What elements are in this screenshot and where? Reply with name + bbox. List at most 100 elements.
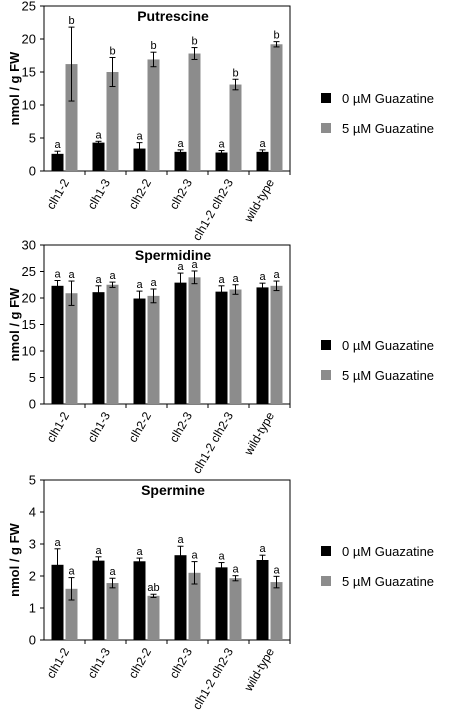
x-tick-label: clh2-2 — [126, 409, 155, 445]
significance-letter: a — [54, 269, 61, 281]
bar-control — [256, 151, 269, 171]
significance-letter: b — [232, 67, 238, 79]
bar-control — [215, 152, 228, 171]
y-tick-label: 0 — [29, 397, 36, 412]
significance-letter: b — [109, 45, 115, 57]
y-tick-label: 0 — [29, 633, 36, 648]
x-tick-label: clh1-2 — [44, 176, 73, 212]
plot-frame — [43, 479, 291, 641]
chart-title: Spermidine — [135, 247, 211, 263]
y-tick-label: 3 — [29, 537, 36, 552]
significance-letter: a — [273, 564, 280, 576]
significance-letter: a — [232, 273, 239, 285]
bar-control — [174, 151, 187, 171]
legend-entry: 5 µM Guazatine — [342, 574, 434, 589]
significance-letter: a — [95, 129, 102, 141]
y-tick-label: 15 — [22, 65, 36, 80]
plot-frame — [43, 244, 291, 405]
significance-letter: a — [191, 259, 198, 271]
significance-letter: a — [191, 550, 198, 562]
bar-control — [92, 560, 105, 640]
bar-treated — [65, 588, 78, 640]
y-tick-label: 20 — [22, 32, 36, 47]
significance-letter: a — [177, 534, 184, 546]
legend-swatch — [321, 546, 331, 556]
y-axis-label: nmol / g FW — [7, 287, 22, 361]
bar-control — [215, 291, 228, 404]
bar-control — [51, 153, 64, 171]
x-tick-label: clh1-3 — [85, 409, 114, 445]
bar-treated — [106, 284, 119, 404]
x-tick-label: wild-type — [241, 645, 277, 694]
bar-treated — [65, 64, 78, 171]
legend-swatch — [321, 93, 331, 103]
bar-control — [174, 555, 187, 640]
significance-letter: b — [150, 40, 156, 52]
x-tick-label: clh2-3 — [167, 176, 196, 212]
y-tick-label: 5 — [29, 131, 36, 146]
significance-letter: a — [259, 543, 266, 555]
significance-letter: a — [95, 274, 102, 286]
legend-swatch — [321, 576, 331, 586]
y-tick-label: 0 — [29, 164, 36, 179]
bar-treated — [188, 572, 201, 640]
legend-entry: 0 µM Guazatine — [342, 544, 434, 559]
significance-letter: a — [54, 537, 61, 549]
x-tick-label: clh1-3 — [85, 176, 114, 212]
bar-treated — [188, 277, 201, 404]
y-tick-label: 30 — [22, 238, 36, 253]
x-tick-label: clh2-2 — [126, 645, 155, 681]
x-tick-label: clh2-2 — [126, 176, 155, 212]
x-tick-label: clh1-2 clh2-3 — [190, 409, 237, 476]
bar-control — [133, 298, 146, 404]
legend-entry: 0 µM Guazatine — [342, 338, 434, 353]
chart-panel-putrescine: 0 5 10 15 20 25 nmol / g FW Putrescine a b clh1-2 a… — [7, 0, 434, 243]
significance-letter: a — [95, 545, 102, 557]
bar-control — [92, 142, 105, 171]
y-tick-label: 1 — [29, 601, 36, 616]
bar-treated — [270, 582, 283, 640]
bar-treated — [65, 293, 78, 404]
y-tick-label: 4 — [29, 505, 36, 520]
significance-letter: a — [218, 274, 225, 286]
bar-control — [174, 282, 187, 404]
significance-letter: a — [218, 139, 225, 151]
significance-letter: a — [259, 138, 266, 150]
significance-letter: a — [136, 279, 143, 291]
significance-letter: a — [218, 551, 225, 563]
significance-letter: a — [109, 566, 116, 578]
bar-control — [92, 292, 105, 404]
y-tick-label: 25 — [22, 264, 36, 279]
x-tick-label: clh1-2 — [44, 409, 73, 445]
significance-letter: a — [109, 270, 116, 282]
bar-treated — [147, 295, 160, 404]
y-tick-label: 25 — [22, 0, 36, 14]
bar-treated — [229, 578, 242, 640]
bar-control — [133, 561, 146, 640]
y-tick-label: 20 — [22, 291, 36, 306]
significance-letter: a — [259, 271, 266, 283]
legend-swatch — [321, 370, 331, 380]
bar-treated — [229, 84, 242, 171]
x-tick-label: clh2-3 — [167, 645, 196, 681]
significance-letter: a — [177, 138, 184, 150]
bar-treated — [147, 595, 160, 640]
significance-letter: b — [273, 30, 279, 42]
bar-control — [215, 567, 228, 640]
y-tick-label: 2 — [29, 569, 36, 584]
significance-letter: b — [68, 15, 74, 27]
x-tick-label: clh2-3 — [167, 409, 196, 445]
significance-letter: b — [191, 36, 197, 48]
legend-entry: 5 µM Guazatine — [342, 121, 434, 136]
y-axis-label: nmol / g FW — [7, 522, 22, 596]
chart-title: Putrescine — [137, 8, 209, 24]
x-tick-label: clh1-3 — [85, 645, 114, 681]
y-tick-label: 5 — [29, 370, 36, 385]
bar-treated — [270, 285, 283, 404]
significance-letter: a — [136, 546, 143, 558]
x-tick-label: wild-type — [241, 409, 277, 458]
significance-letter: a — [150, 277, 157, 289]
